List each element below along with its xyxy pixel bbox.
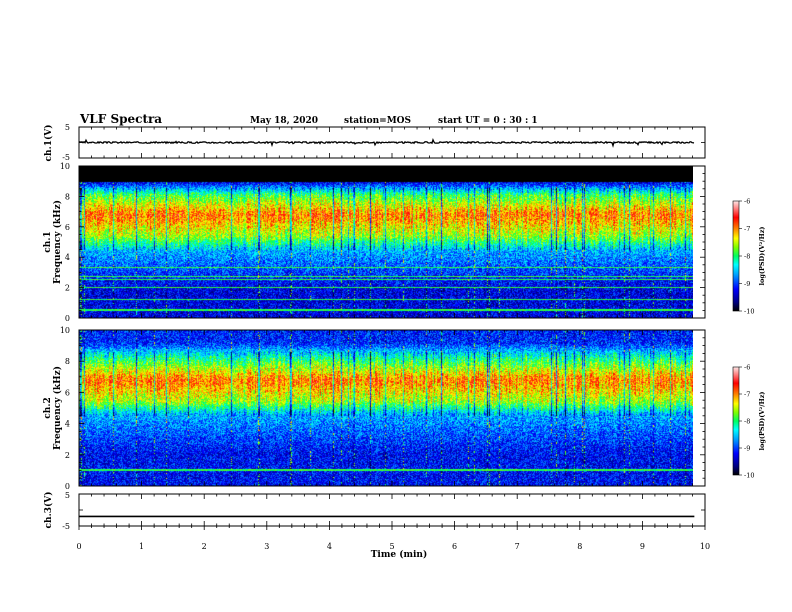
- ch1-spectrogram-panel: 0 2 4 6 8 10 ch.1 Frequency (kHz) -6 -7 -8 -9 -10…: [43, 162, 766, 323]
- time-tick-label: 2: [202, 542, 207, 551]
- colorbar-tick-label: -6: [744, 198, 750, 206]
- time-axis-ticks: [78, 126, 706, 530]
- ch1-colorbar-label: log(PSD)(V²/Hz): [758, 227, 766, 286]
- frequency-tick-label: 8: [65, 192, 70, 201]
- colorbar-tick-label: -8: [744, 418, 750, 426]
- figure-title: VLF Spectra: [79, 112, 162, 126]
- start-time-label: start UT = 0 : 30 : 1: [438, 116, 538, 126]
- ch2-spectrogram-image: [79, 330, 693, 486]
- ch3-waveform-ylabel: ch.3(V): [43, 492, 54, 529]
- ch1-spectrogram-yticks: 0 2 4 6 8 10: [60, 162, 705, 323]
- ch1-waveform-panel: 5 -5 ch.1(V): [43, 123, 706, 162]
- frequency-tick-label: 0: [65, 314, 70, 323]
- ch2-colorbar: [732, 366, 740, 476]
- colorbar-tick-label: -7: [744, 391, 750, 399]
- ch1-spectrogram-ylabel-channel: ch.1: [43, 231, 53, 252]
- ch1-ytick-bottom: -5: [62, 153, 70, 162]
- frequency-tick-label: 4: [65, 420, 70, 429]
- colorbar-tick-label: -9: [744, 280, 750, 288]
- ch1-colorbar: [732, 200, 740, 312]
- ch3-waveform-panel: 5 -5 ch.3(V): [43, 491, 706, 531]
- time-tick-label: 7: [515, 542, 520, 551]
- frequency-tick-label: 2: [65, 451, 70, 460]
- frequency-tick-label: 4: [65, 253, 70, 262]
- time-tick-label: 3: [264, 542, 269, 551]
- time-tick-label: 4: [327, 542, 332, 551]
- date-label: May 18, 2020: [250, 116, 318, 126]
- frequency-tick-label: 10: [60, 162, 70, 171]
- ch2-spectrogram-panel: 0 2 4 6 8 10 ch.2 Frequency (kHz) -6 -7 -8 -9 -10…: [43, 326, 766, 491]
- time-tick-label: 6: [452, 542, 457, 551]
- ch1-spectrogram-image: [79, 166, 693, 318]
- time-tick-label: 8: [577, 542, 582, 551]
- colorbar-tick-label: -10: [744, 308, 754, 316]
- colorbar-tick-label: -10: [744, 472, 754, 480]
- ch1-spectrogram-ylabel: Frequency (kHz): [52, 200, 63, 284]
- ch2-spectrogram-yticks: 0 2 4 6 8 10: [60, 326, 705, 491]
- ch2-spectrogram-ylabel-channel: ch.2: [43, 397, 53, 418]
- time-axis-tick-labels: 0 1 2 3 4 5 6 7 8 9 10: [76, 542, 710, 551]
- time-tick-label: 5: [389, 542, 394, 551]
- ch3-ytick-bottom: -5: [62, 522, 70, 531]
- frequency-tick-label: 2: [65, 284, 70, 293]
- time-tick-label: 0: [76, 542, 81, 551]
- frequency-tick-label: 6: [65, 223, 70, 232]
- station-label: station=MOS: [344, 116, 411, 126]
- colorbar-tick-label: -9: [744, 445, 750, 453]
- time-axis-label: Time (min): [371, 549, 428, 560]
- time-tick-label: 1: [139, 542, 144, 551]
- ch2-spectrogram-ylabel: Frequency (kHz): [52, 366, 63, 450]
- colorbar-tick-label: -6: [744, 364, 750, 372]
- colorbar-tick-label: -7: [744, 225, 750, 233]
- frequency-tick-label: 0: [65, 482, 70, 491]
- ch1-ytick-top: 5: [65, 123, 70, 132]
- ch2-colorbar-label: log(PSD)(V²/Hz): [758, 392, 766, 451]
- ch1-waveform-ylabel: ch.1(V): [43, 125, 54, 162]
- frequency-tick-label: 6: [65, 388, 70, 397]
- frequency-tick-label: 8: [65, 357, 70, 366]
- time-tick-label: 9: [640, 542, 645, 551]
- ch3-ytick-top: 5: [65, 491, 70, 500]
- frequency-tick-label: 10: [60, 326, 70, 335]
- ch1-colorbar-ticks: -6 -7 -8 -9 -10: [739, 198, 754, 316]
- ch1-waveform-trace: [78, 137, 695, 148]
- colorbar-tick-label: -8: [744, 253, 750, 261]
- ch2-colorbar-ticks: -6 -7 -8 -9 -10: [739, 364, 754, 480]
- time-tick-label: 10: [700, 542, 710, 551]
